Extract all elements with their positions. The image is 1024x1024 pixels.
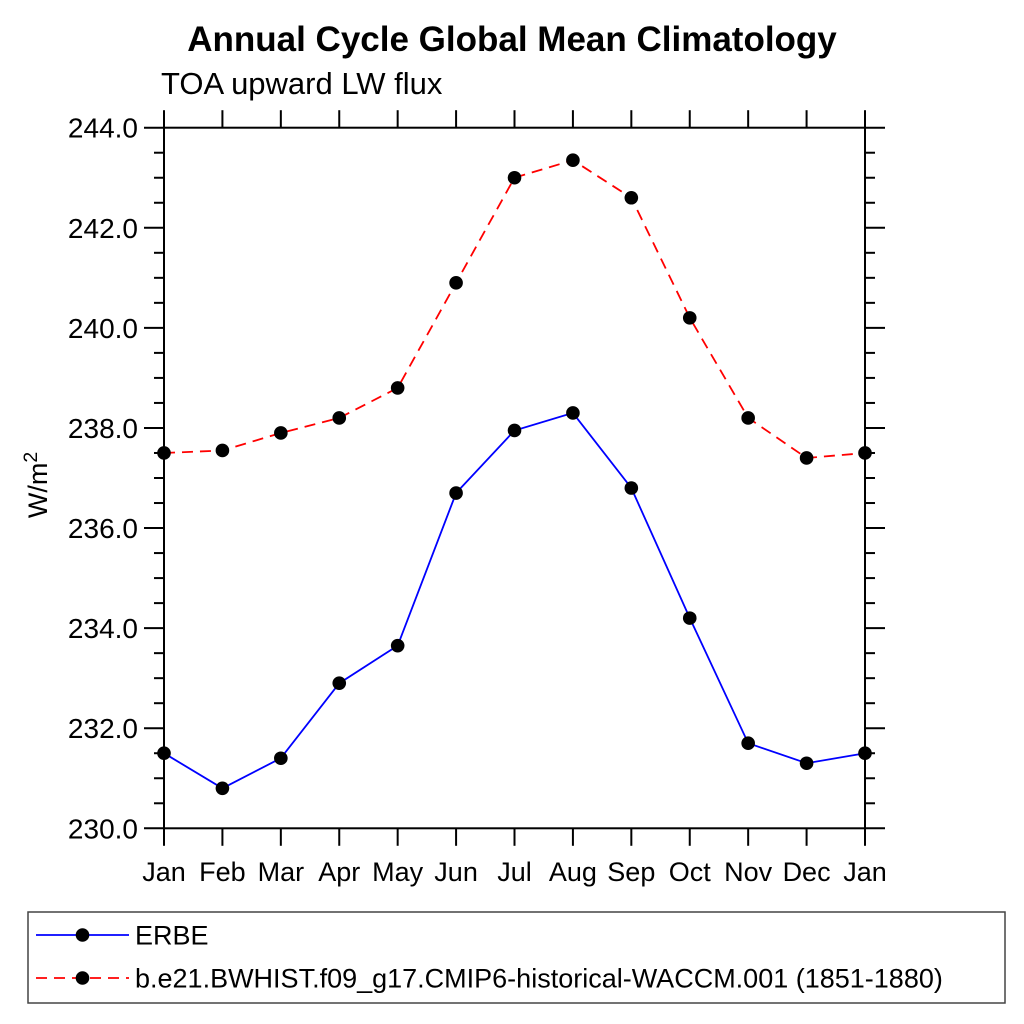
data-point-marker	[624, 190, 639, 205]
data-point-marker	[507, 170, 522, 185]
data-point-marker	[741, 736, 755, 751]
data-point-marker	[799, 451, 814, 465]
data-point-marker	[449, 276, 463, 290]
data-point-marker	[566, 406, 580, 420]
y-axis-tick-label: 242.0	[68, 213, 138, 244]
x-axis-tick-label: Oct	[669, 857, 712, 887]
x-axis-tick-label: Feb	[199, 857, 246, 887]
data-point-marker	[799, 756, 814, 771]
series-line-0	[163, 411, 866, 790]
x-axis-tick-label: Nov	[724, 857, 773, 887]
data-point-marker	[215, 781, 230, 796]
data-point-marker	[858, 746, 872, 761]
x-axis-tick-label: Dec	[783, 857, 831, 887]
data-point-marker	[449, 486, 463, 500]
data-point-marker	[274, 751, 288, 766]
legend-box	[27, 911, 1006, 1004]
data-point-marker	[858, 446, 872, 460]
x-axis-tick-label: Apr	[318, 857, 360, 887]
x-axis-tick-label: Sep	[607, 857, 655, 887]
y-axis-tick-label: 234.0	[68, 613, 138, 644]
data-point-marker	[624, 481, 639, 495]
data-point-marker	[682, 611, 697, 625]
y-axis-tick-label: 240.0	[68, 313, 138, 344]
data-point-marker	[332, 676, 347, 690]
plot-frame	[163, 126, 866, 830]
y-axis-tick-label: 232.0	[68, 713, 138, 744]
x-axis-tick-label: May	[372, 857, 424, 887]
legend-marker-0	[75, 928, 90, 942]
x-axis-tick-label: Jun	[434, 857, 478, 887]
chart-subtitle: TOA upward LW flux	[161, 66, 443, 101]
y-axis-tick-label: 238.0	[68, 413, 138, 444]
x-axis-tick-label: Jan	[142, 857, 186, 887]
data-point-marker	[157, 446, 171, 460]
x-axis-tick-label: Aug	[549, 857, 597, 887]
data-point-marker	[157, 746, 171, 761]
legend-marker-1	[75, 971, 90, 985]
y-axis-tick-label: 236.0	[68, 513, 138, 544]
legend-label-0: ERBE	[135, 921, 209, 951]
legend-label-1: b.e21.BWHIST.f09_g17.CMIP6-historical-WA…	[135, 964, 943, 994]
x-axis-tick-label: Jan	[843, 857, 887, 887]
data-point-marker	[741, 411, 755, 425]
data-point-marker	[332, 411, 347, 425]
series-line-1	[163, 159, 866, 459]
data-point-marker	[566, 153, 580, 168]
data-point-marker	[682, 311, 697, 325]
x-axis-tick-label: Mar	[258, 857, 305, 887]
data-point-marker	[274, 426, 288, 440]
y-axis-tick-label: 230.0	[68, 813, 138, 844]
data-point-marker	[215, 443, 230, 458]
data-point-marker	[390, 381, 405, 395]
data-point-marker	[390, 638, 405, 653]
y-axis-tick-label: 244.0	[68, 113, 138, 144]
chart-title: Annual Cycle Global Mean Climatology	[187, 20, 837, 59]
x-axis-tick-label: Jul	[497, 857, 532, 887]
data-point-marker	[507, 423, 522, 438]
